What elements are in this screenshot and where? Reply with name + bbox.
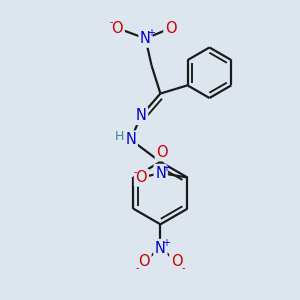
Text: O: O	[136, 170, 147, 185]
Text: -: -	[109, 17, 112, 27]
Text: N: N	[125, 132, 136, 147]
Text: -: -	[182, 263, 185, 273]
Text: H: H	[115, 130, 124, 142]
Text: N: N	[155, 166, 166, 181]
Text: N: N	[136, 108, 146, 123]
Text: O: O	[112, 21, 123, 36]
Text: O: O	[138, 254, 150, 269]
Text: +: +	[147, 28, 155, 38]
Text: +: +	[162, 163, 170, 173]
Text: +: +	[162, 238, 170, 248]
Text: -: -	[133, 167, 136, 177]
Text: -: -	[136, 263, 139, 273]
Text: N: N	[155, 241, 166, 256]
Text: O: O	[171, 254, 183, 269]
Text: O: O	[165, 21, 177, 36]
Text: N: N	[140, 31, 151, 46]
Text: O: O	[156, 145, 168, 160]
